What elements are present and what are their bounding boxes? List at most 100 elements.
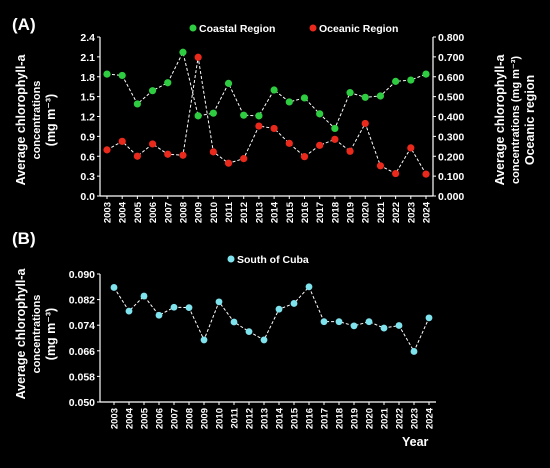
data-point-oceanic [270, 124, 278, 133]
panel-b-x-tick-label: 2020 [365, 408, 376, 429]
data-point-coastal [209, 109, 217, 117]
data-point-south-cuba [245, 328, 253, 335]
data-point-south-cuba [200, 336, 208, 344]
panel-b-x-tick-label: 2003 [110, 408, 121, 429]
panel-a-x-tick-label: 2019 [346, 202, 357, 223]
panel-b-legend: South of Cuba [227, 254, 309, 266]
data-point-south-cuba [275, 305, 283, 313]
data-point-oceanic [316, 141, 324, 149]
panel-b-x-tick-label: 2009 [200, 408, 211, 429]
legend-label-south-cuba: South of Cuba [237, 254, 309, 266]
data-point-south-cuba [425, 314, 433, 322]
data-point-south-cuba [170, 303, 178, 311]
panel-b-x-tick-label: 2007 [170, 408, 181, 429]
panel-b-y-axis-title: Average chlorophyll-a concentrations (mg… [14, 268, 58, 400]
panel-a-legend: Coastal Region Oceanic Region [189, 23, 398, 35]
panel-a-left-tick-label: 1.2 [80, 112, 95, 124]
data-point-south-cuba [350, 322, 358, 330]
panel-a-series [103, 48, 430, 178]
right-axis-title-line3: Oceanic region [523, 75, 537, 165]
panel-b-x-tick-label: 2024 [425, 407, 436, 429]
data-point-south-cuba [230, 318, 238, 326]
data-point-coastal [194, 112, 202, 120]
panel-b-x-tick-label: 2013 [260, 408, 271, 429]
left-axis-title-line3: (mg m⁻³) [44, 94, 58, 146]
panel-b-y-tick-label: 0.050 [69, 397, 95, 409]
panel-a-x-tick-label: 2010 [209, 202, 220, 223]
data-point-oceanic [255, 122, 263, 130]
panel-a-left-axis-title: Average chlorophyll-a concentrations (mg… [14, 54, 58, 186]
data-point-south-cuba [380, 324, 388, 332]
panel-a-left-tick-label: 2.1 [80, 52, 95, 64]
panel-a-left-tick-label: 0.3 [80, 171, 95, 183]
data-point-south-cuba [365, 318, 373, 326]
panel-b-y-tick-label: 0.074 [69, 320, 95, 332]
panel-a-x-tick-label: 2008 [178, 202, 189, 223]
data-point-oceanic [179, 151, 187, 159]
panel-a-x-tick-label: 2022 [391, 202, 402, 223]
panel-b-x-tick-label: 2017 [320, 408, 331, 429]
data-point-oceanic [240, 155, 248, 163]
panel-a-x-tick-label: 2017 [315, 202, 326, 223]
right-axis-title-line2: concentrations (mg m⁻³) [510, 56, 522, 184]
panel-a-left-tick-label: 0.0 [80, 191, 95, 203]
legend-marker-coastal [189, 24, 197, 32]
panel-a-coastal-oceanic-chart: (A) Coastal Region Oceanic Region Averag… [12, 15, 537, 223]
panel-b-x-tick-label: 2012 [245, 408, 256, 429]
data-point-south-cuba [305, 283, 313, 291]
panel-b-y-tick-label: 0.082 [69, 295, 95, 307]
panel-a-left-tick-label: 0.9 [80, 131, 95, 143]
panel-b-y-tick-label: 0.058 [69, 371, 95, 383]
data-point-coastal [118, 71, 126, 80]
panel-a-x-tick-label: 2003 [103, 202, 114, 223]
data-point-oceanic [361, 119, 369, 128]
data-point-oceanic [224, 159, 233, 167]
panel-a-x-tick-label: 2023 [406, 202, 417, 223]
panel-a-x-tick-label: 2004 [118, 201, 129, 223]
panel-a-right-tick-label: 0.000 [438, 191, 464, 203]
data-point-oceanic [133, 152, 141, 160]
data-point-oceanic [148, 140, 157, 148]
data-point-oceanic [103, 146, 111, 154]
data-point-oceanic [407, 144, 415, 152]
data-point-south-cuba [155, 311, 163, 319]
series-line-oceanic [106, 57, 427, 175]
legend-label-oceanic: Oceanic Region [319, 23, 398, 35]
b-axis-title-line2: concentrations [31, 295, 43, 374]
panel-a-axes: 0.0 0.3 0.6 0.9 1.2 1.5 1.8 2.1 2.4 0.000 0.100 0.2… [80, 32, 464, 223]
data-point-coastal [407, 76, 415, 84]
data-point-oceanic [285, 139, 293, 147]
panel-b-x-tick-label: 2010 [215, 408, 226, 429]
data-point-coastal [270, 86, 278, 94]
panel-b-x-tick-label: 2011 [230, 407, 241, 428]
panel-b-x-tick-label: 2015 [290, 407, 301, 429]
data-point-south-cuba [110, 284, 118, 291]
panel-a-label: (A) [12, 15, 36, 34]
panel-b-x-tick-label: 2023 [410, 408, 421, 429]
panel-a-right-tick-label: 0.500 [438, 92, 464, 104]
panel-a-x-tick-label: 2014 [270, 201, 281, 223]
series-line-south-cuba [113, 285, 430, 353]
data-point-oceanic [164, 150, 172, 158]
data-point-coastal [300, 94, 309, 102]
panel-a-x-tick-label: 2021 [376, 201, 387, 223]
panel-b-label: (B) [12, 229, 36, 248]
left-axis-title-line2: concentrations [31, 81, 43, 160]
data-point-coastal [255, 112, 263, 120]
panel-b-x-tick-label: 2021 [380, 407, 391, 429]
panel-a-right-tick-label: 0.200 [438, 151, 464, 163]
data-point-coastal [392, 77, 400, 85]
data-point-coastal [164, 79, 172, 87]
data-point-oceanic [300, 153, 309, 161]
panel-a-x-tick-label: 2018 [330, 202, 341, 223]
panel-a-x-tick-label: 2013 [254, 202, 265, 223]
panel-b-south-cuba-chart: (B) South of Cuba Average chlorophyll-a … [12, 229, 436, 449]
panel-a-x-tick-label: 2015 [285, 201, 296, 223]
data-point-coastal [224, 79, 233, 87]
data-point-coastal [285, 98, 293, 106]
panel-a-right-tick-label: 0.400 [438, 112, 464, 124]
panel-a-right-tick-label: 0.300 [438, 131, 464, 143]
panel-a-right-tick-label: 0.600 [438, 72, 464, 84]
panel-b-y-tick-label: 0.066 [69, 346, 95, 358]
panel-a-x-tick-label: 2024 [422, 201, 433, 223]
